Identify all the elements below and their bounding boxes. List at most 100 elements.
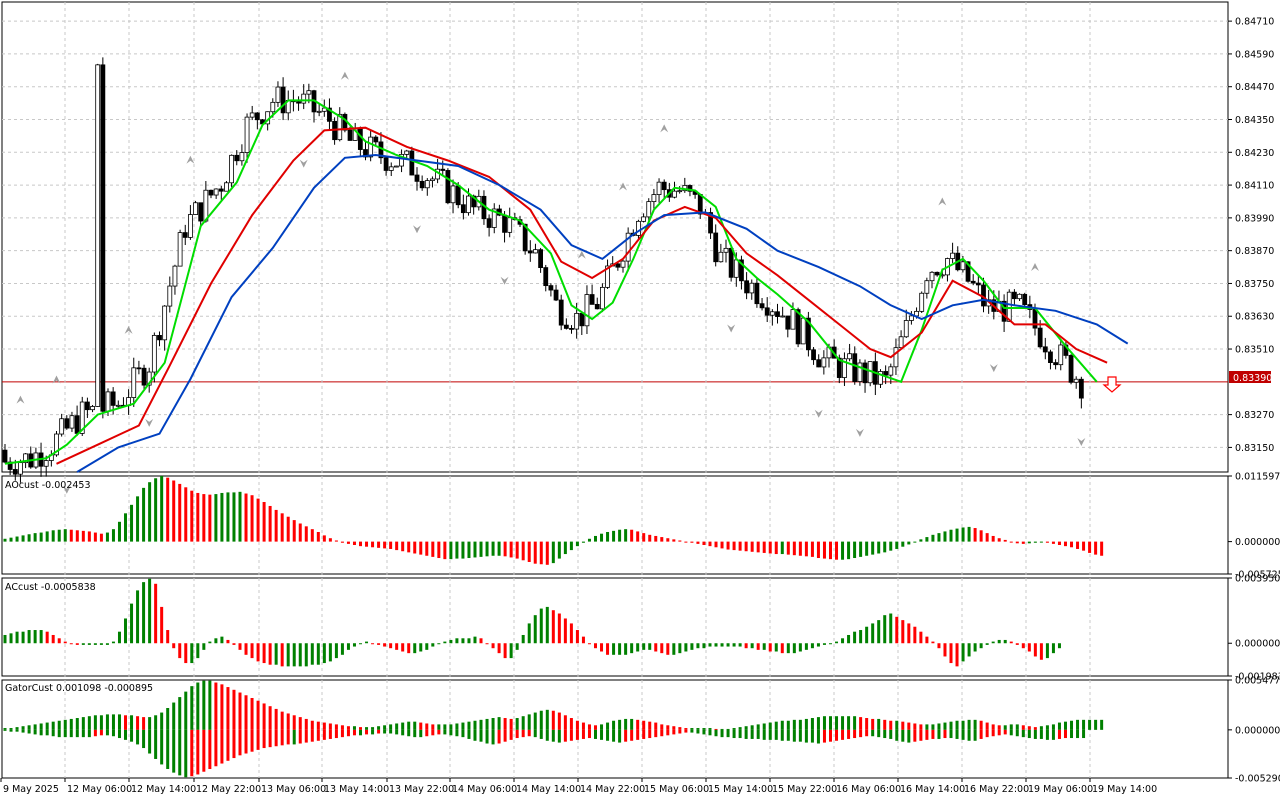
histogram-bar [521,729,525,738]
histogram-bar [828,716,832,730]
histogram-bar [533,541,537,564]
histogram-bar [316,729,320,741]
histogram-bar [919,724,923,730]
histogram-bar [292,715,296,730]
histogram-bar [268,505,272,542]
histogram-bar [612,643,616,655]
histogram-bar [340,643,344,655]
time-tick-label: 13 May 06:00 [261,784,326,795]
fractal-up-icon [52,375,61,384]
histogram-bar [901,541,905,547]
candle-body [203,189,209,222]
histogram-bar [949,643,953,664]
current-price-tag: 0.83390 [1229,371,1272,384]
histogram-bar [15,536,19,542]
candle-body [239,152,245,162]
histogram-bar [768,643,772,652]
histogram-bar [322,722,326,730]
histogram-bar [280,513,284,542]
histogram-bar [39,729,43,736]
histogram-bar [865,729,869,737]
candle-body [430,178,435,181]
histogram-bar [190,490,194,542]
time-tick-label: 13 May 22:00 [389,784,454,795]
candle-body [800,317,806,345]
histogram-bar [250,643,254,659]
histogram-bar [509,729,513,740]
histogram-bar [316,721,320,730]
histogram-bar [967,643,971,657]
histogram-bar [937,729,941,739]
histogram-bar [606,643,610,655]
candle-body [1058,344,1064,366]
histogram-bar [39,723,43,730]
histogram-bar [250,729,254,752]
histogram-bar [166,630,170,644]
histogram-bar [545,606,549,644]
histogram-bar [901,620,905,644]
histogram-bar [847,541,851,560]
candle-body [553,289,559,301]
histogram-bar [780,729,784,741]
histogram-bar [274,729,278,747]
candle-body [1048,351,1053,364]
histogram-bar [985,722,989,730]
histogram-bar [593,725,597,730]
histogram-bar [666,729,670,736]
histogram-bar [690,541,694,543]
candle-body [821,357,827,368]
candle-body [1017,293,1022,300]
candle-body [790,309,796,330]
histogram-bar [298,729,302,744]
histogram-bar [148,729,152,754]
histogram-bar [346,541,350,544]
histogram-bar [1051,724,1055,730]
histogram-bar [389,729,393,734]
candle-body [661,181,667,191]
histogram-bar [816,643,820,647]
histogram-bar [1027,541,1031,544]
histogram-bar [985,533,989,542]
histogram-bar [292,520,296,542]
histogram-bar [991,724,995,730]
histogram-bar [340,725,344,730]
candle-body [1037,327,1043,348]
histogram-bar [340,729,344,738]
histogram-bar [744,643,748,649]
histogram-bar [798,541,802,556]
histogram-bar [479,638,483,644]
histogram-bar [274,509,278,542]
histogram-bar [714,728,718,730]
histogram-bar [642,643,646,650]
candle-body [584,294,590,327]
osc-tick-label: 0.0039504 [1235,574,1280,585]
candle-body [85,401,90,411]
histogram-bar [419,722,423,730]
histogram-bar [310,720,314,730]
histogram-bar [87,729,91,738]
candle-body [249,112,255,118]
histogram-bar [467,729,471,739]
histogram-bar [997,538,1001,542]
histogram-bar [57,638,61,644]
histogram-bar [569,718,573,730]
histogram-bar [21,729,25,733]
histogram-bar [81,530,85,542]
histogram-bar [256,498,260,542]
histogram-bar [346,643,350,650]
panel-frames [1,1,1229,779]
ac-indicator-label: ACcust -0.0005838 [5,582,96,593]
price-tick-label: 0.83270 [1235,410,1274,421]
histogram-bar [774,721,778,730]
histogram-bar [148,717,152,730]
histogram-bar [1021,643,1025,649]
candle-body [718,251,724,263]
candle-body [898,336,904,349]
histogram-bar [99,533,103,542]
histogram-bar [949,729,953,739]
histogram-bar [190,729,194,777]
histogram-bar [33,724,37,730]
histogram-bar [202,729,206,772]
histogram-bar [708,729,712,736]
